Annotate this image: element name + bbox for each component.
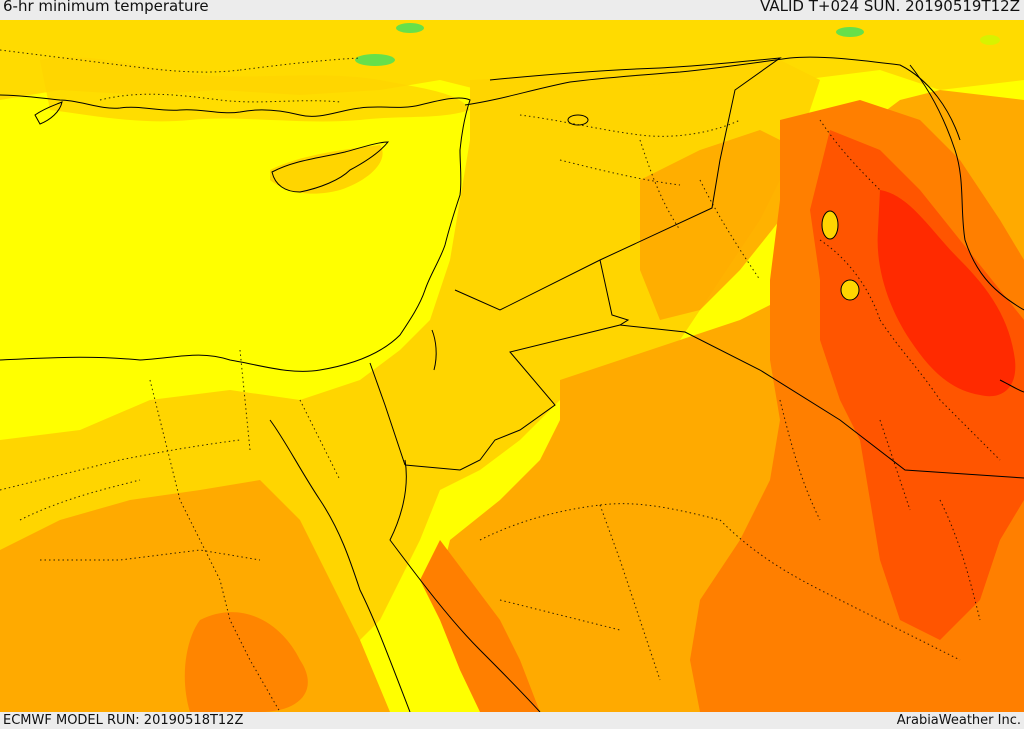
lake-milh	[840, 279, 860, 301]
coastline-redsea-east	[389, 459, 541, 712]
coastline-gulf	[999, 379, 1024, 393]
temperature-band-green-turkey-1	[355, 54, 395, 66]
temperature-map-svg	[0, 20, 1024, 712]
border-jordan-saudi	[404, 259, 630, 471]
border-syria-iraq	[454, 57, 782, 311]
temperature-band-orange-egypt	[184, 612, 308, 712]
border-turkey-syria	[464, 56, 961, 141]
temperature-band-gold-turkey	[40, 57, 470, 122]
forecast-map[interactable]	[0, 20, 1024, 712]
header-bar: 6-hr minimum temperature VALID T+024 SUN…	[0, 0, 1024, 20]
temperature-band-red-orange	[810, 130, 1024, 640]
border-egypt-israel	[369, 362, 406, 466]
footer-bar: ECMWF MODEL RUN: 20190518T12Z ArabiaWeat…	[0, 712, 1024, 729]
border-iraq-saudi	[619, 324, 1024, 479]
coastline-redsea-west	[269, 419, 411, 712]
map-title: 6-hr minimum temperature	[3, 0, 209, 15]
credit-label: ArabiaWeather Inc.	[896, 713, 1021, 728]
temperature-band-lightgreen-iran	[980, 35, 1000, 45]
coastline-cyprus	[271, 141, 390, 193]
border-iraq-iran	[909, 64, 1024, 311]
temperature-band-orange-light-iraq	[640, 130, 800, 320]
temperature-band-orange-redsea	[420, 540, 540, 712]
temperature-band-red	[877, 190, 1016, 397]
coastline-mediterranean	[0, 94, 471, 372]
crete-island	[34, 101, 63, 125]
coastline-dead-sea	[431, 329, 437, 371]
temperature-band-green-turkey-2	[396, 23, 424, 33]
lake-assad	[567, 114, 589, 126]
province-boundaries	[0, 49, 1001, 712]
temperature-band-green-iran	[836, 27, 864, 37]
valid-time-label: VALID T+024 SUN. 20190519T12Z	[760, 0, 1020, 15]
lake-razazza	[821, 210, 839, 240]
temperature-band-gold-cyprus	[270, 145, 383, 194]
model-run-label: ECMWF MODEL RUN: 20190518T12Z	[3, 713, 244, 728]
